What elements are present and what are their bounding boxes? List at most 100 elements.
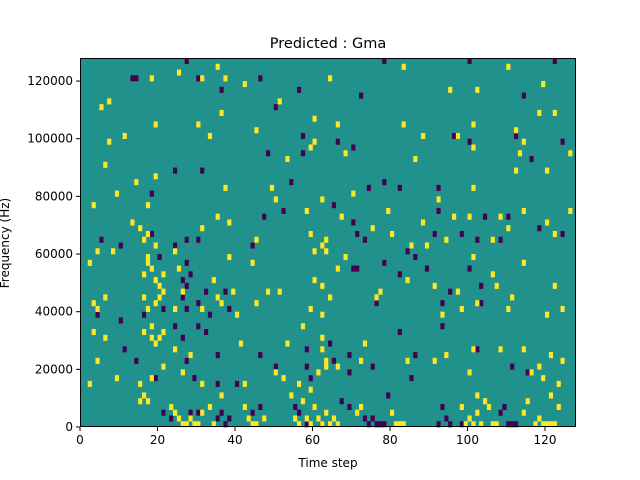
- heatmap-cell-high: [219, 392, 224, 399]
- heatmap-cell-high: [339, 213, 344, 220]
- heatmap-cell-low: [502, 403, 507, 411]
- heatmap-cell-high: [316, 369, 321, 376]
- heatmap-cell-low: [227, 415, 232, 422]
- heatmap-cell-low: [173, 242, 178, 249]
- heatmap-cell-high: [145, 259, 151, 266]
- heatmap-cell-low: [459, 421, 464, 428]
- heatmap-cell-high: [273, 369, 278, 376]
- heatmap-cell-high: [498, 213, 503, 220]
- heatmap-cell-high: [157, 294, 162, 301]
- heatmap-cell-low: [362, 236, 368, 243]
- heatmap-cell-low: [204, 288, 209, 295]
- heatmap-cell-high: [328, 294, 333, 301]
- heatmap-cell-low: [409, 375, 414, 382]
- heatmap-cell-high: [421, 219, 426, 226]
- heatmap-cell-high: [514, 167, 519, 174]
- heatmap-cell-high: [161, 328, 166, 336]
- heatmap-cell-high: [289, 392, 294, 399]
- heatmap-cell-high: [254, 300, 259, 307]
- heatmap-cell-low: [184, 305, 189, 312]
- heatmap-cell-low: [258, 352, 263, 359]
- heatmap-cell-high: [521, 346, 526, 353]
- heatmap-cell-high: [324, 248, 329, 255]
- heatmap-cell-low: [370, 415, 375, 422]
- heatmap-cell-high: [459, 305, 464, 312]
- heatmap-cell-high: [320, 311, 325, 318]
- heatmap-cell-high: [99, 104, 104, 111]
- heatmap-cell-high: [145, 254, 151, 261]
- heatmap-cell-low: [560, 138, 565, 145]
- heatmap-cell-low: [397, 184, 402, 191]
- heatmap-cell-low: [331, 357, 337, 364]
- heatmap-cell-high: [153, 173, 158, 180]
- heatmap-cell-low: [448, 421, 453, 428]
- heatmap-cell-high: [471, 144, 476, 151]
- heatmap-cell-low: [382, 421, 387, 428]
- heatmap-cell-high: [320, 282, 325, 289]
- heatmap-cell-high: [463, 421, 468, 428]
- heatmap-cell-high: [157, 334, 162, 341]
- heatmap-cell-low: [134, 75, 139, 82]
- heatmap-cell-high: [196, 421, 201, 428]
- heatmap-cell-low: [223, 288, 228, 295]
- heatmap-cell-low: [184, 282, 189, 289]
- heatmap-cell-low: [436, 184, 441, 191]
- heatmap-cell-high: [242, 380, 247, 387]
- heatmap-cell-high: [184, 421, 189, 428]
- heatmap-cell-high: [316, 415, 321, 422]
- heatmap-cell-low: [459, 230, 464, 238]
- heatmap-cell-high: [138, 380, 143, 387]
- heatmap-cell-high: [114, 190, 120, 197]
- heatmap-cell-high: [548, 352, 554, 359]
- heatmap-cell-low: [118, 242, 123, 249]
- heatmap-cell-low: [184, 58, 189, 65]
- heatmap-cell-high: [521, 207, 526, 214]
- heatmap-cell-high: [378, 288, 383, 295]
- heatmap-cell-high: [130, 219, 135, 226]
- heatmap-cell-low: [475, 236, 480, 243]
- y-tick-label: 80000: [35, 189, 73, 203]
- heatmap-cell-low: [362, 415, 368, 422]
- heatmap-cell-high: [541, 421, 546, 428]
- heatmap-cell-low: [328, 340, 333, 347]
- heatmap-cell-low: [405, 248, 410, 255]
- heatmap-cell-high: [537, 415, 542, 422]
- heatmap-cell-high: [490, 271, 495, 278]
- heatmap-cell-high: [138, 225, 143, 232]
- heatmap-cell-high: [149, 265, 154, 272]
- heatmap-cell-high: [483, 398, 488, 405]
- heatmap-cell-low: [479, 282, 484, 289]
- heatmap-cell-low: [304, 421, 309, 428]
- heatmap-cell-low: [510, 421, 515, 428]
- heatmap-cell-high: [401, 121, 406, 128]
- heatmap-cell-high: [145, 230, 151, 238]
- x-tick-label: 0: [76, 433, 84, 447]
- heatmap-cell-high: [308, 421, 313, 428]
- heatmap-cell-low: [374, 421, 379, 428]
- heatmap-cell-high: [173, 248, 178, 255]
- y-tick-label: 0: [65, 420, 73, 434]
- heatmap-cell-low: [467, 138, 472, 145]
- heatmap-cell-low: [355, 230, 360, 238]
- heatmap-cell-low: [521, 92, 526, 99]
- heatmap-cell-high: [552, 282, 557, 289]
- heatmap-cell-high: [545, 219, 550, 226]
- heatmap-cell-high: [440, 311, 445, 318]
- heatmap-cell-low: [413, 352, 418, 359]
- heatmap-cell-low: [297, 409, 302, 416]
- heatmap-cell-high: [529, 369, 534, 376]
- x-axis-ticks: 0 20 40 60 80 100 120: [76, 427, 556, 447]
- heatmap-cell-high: [432, 282, 437, 289]
- heatmap-cell-low: [483, 213, 488, 220]
- heatmap-cell-high: [223, 75, 228, 82]
- heatmap-cell-high: [173, 409, 178, 416]
- heatmap-cell-low: [180, 294, 185, 301]
- heatmap-cell-low: [223, 421, 228, 428]
- heatmap-cell-low: [467, 58, 472, 65]
- heatmap-cell-high: [521, 259, 526, 266]
- heatmap-cell-high: [556, 380, 561, 387]
- heatmap-cell-high: [486, 403, 492, 411]
- heatmap-cell-low: [180, 277, 185, 284]
- heatmap-cell-high: [475, 300, 480, 307]
- heatmap-cell-high: [149, 375, 154, 382]
